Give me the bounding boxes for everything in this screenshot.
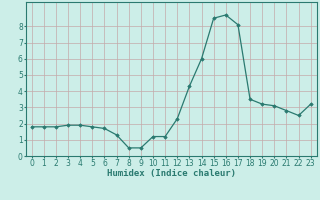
X-axis label: Humidex (Indice chaleur): Humidex (Indice chaleur) xyxy=(107,169,236,178)
